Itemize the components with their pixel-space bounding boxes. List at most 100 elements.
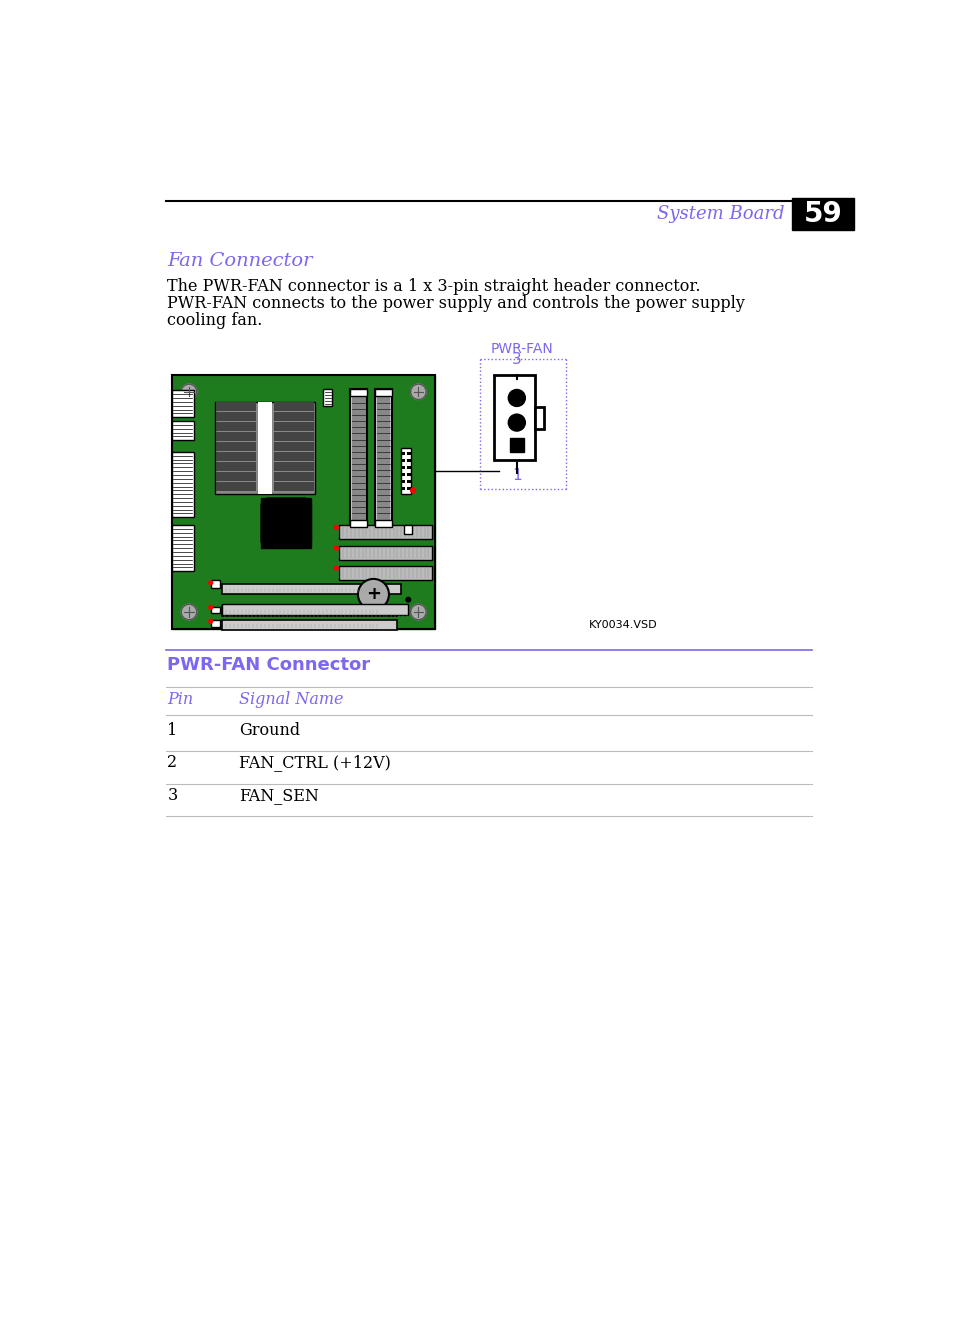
Bar (172, 452, 193, 517)
Bar (352, 391, 365, 524)
Text: System Board: System Board (656, 205, 783, 222)
Bar (274, 402, 314, 411)
Bar (214, 402, 315, 494)
Bar (274, 411, 314, 421)
Text: 2: 2 (167, 754, 177, 772)
Circle shape (410, 385, 426, 399)
Text: Signal Name: Signal Name (239, 690, 343, 708)
Text: 3: 3 (512, 352, 521, 367)
Text: KY0034.VSD: KY0034.VSD (588, 620, 657, 631)
Bar (222, 606, 396, 616)
Bar (375, 389, 392, 397)
Circle shape (209, 606, 213, 610)
Bar (406, 452, 410, 456)
Text: PWR-FAN Connector: PWR-FAN Connector (167, 655, 370, 674)
Bar (216, 411, 255, 421)
Bar (216, 442, 255, 452)
Bar (274, 442, 314, 452)
Bar (534, 407, 543, 429)
Bar (350, 389, 367, 528)
Bar (274, 482, 314, 492)
Bar (211, 607, 220, 612)
Bar (216, 431, 255, 441)
Bar (222, 583, 400, 595)
Text: 3: 3 (167, 787, 177, 804)
Bar (216, 472, 255, 481)
Text: Ground: Ground (239, 722, 300, 740)
Circle shape (181, 604, 196, 619)
Bar (261, 498, 311, 548)
Bar (274, 462, 314, 472)
Bar (494, 375, 534, 460)
Text: Pin: Pin (167, 690, 193, 708)
Text: cooling fan.: cooling fan. (167, 312, 262, 328)
Text: 1: 1 (167, 722, 177, 740)
Bar (172, 525, 193, 571)
Bar (338, 545, 431, 560)
Circle shape (181, 385, 196, 399)
Circle shape (334, 567, 337, 569)
Bar (350, 520, 367, 528)
Bar (509, 438, 523, 452)
Bar (376, 391, 390, 524)
Bar (216, 422, 255, 431)
Bar (222, 604, 408, 615)
Bar (338, 525, 431, 539)
Circle shape (209, 619, 213, 623)
Bar (406, 458, 410, 462)
Text: Fan Connector: Fan Connector (167, 252, 313, 269)
Circle shape (508, 414, 525, 431)
Bar (172, 390, 193, 417)
Bar (406, 480, 410, 482)
Text: PWR-FAN: PWR-FAN (491, 342, 553, 355)
Circle shape (334, 547, 337, 549)
Bar (216, 452, 255, 461)
Bar (375, 389, 392, 528)
Circle shape (406, 598, 410, 602)
Bar (406, 486, 410, 489)
Bar (791, 198, 853, 230)
Text: FAN_SEN: FAN_SEN (239, 787, 319, 804)
Bar (211, 580, 220, 588)
Bar (401, 480, 405, 482)
Circle shape (410, 488, 415, 493)
Bar (401, 486, 405, 489)
Polygon shape (261, 498, 311, 548)
Bar (216, 402, 255, 411)
Bar (338, 565, 431, 580)
Circle shape (357, 579, 389, 610)
Bar (274, 422, 314, 431)
Bar (350, 389, 367, 397)
Text: The PWR-FAN connector is a 1 x 3-pin straight header connector.: The PWR-FAN connector is a 1 x 3-pin str… (167, 277, 700, 295)
Circle shape (334, 525, 337, 529)
Text: PWR-FAN connects to the power supply and controls the power supply: PWR-FAN connects to the power supply and… (167, 295, 744, 312)
Bar (375, 520, 392, 528)
Bar (274, 452, 314, 461)
Text: 59: 59 (802, 200, 841, 228)
Bar (274, 431, 314, 441)
Bar (274, 472, 314, 481)
Bar (211, 620, 220, 627)
Circle shape (410, 604, 426, 619)
Text: +: + (366, 586, 380, 603)
Bar (172, 375, 435, 628)
Bar (172, 421, 193, 441)
Bar (172, 375, 435, 628)
Bar (406, 466, 410, 469)
Bar (216, 482, 255, 492)
Bar (222, 619, 396, 630)
Bar (401, 458, 405, 462)
Bar (323, 389, 332, 406)
Bar (404, 525, 412, 535)
Bar (401, 473, 405, 476)
Circle shape (209, 580, 213, 584)
Bar (406, 473, 410, 476)
Bar (401, 452, 405, 456)
Text: FAN_CTRL (+12V): FAN_CTRL (+12V) (239, 754, 391, 772)
Bar (400, 448, 411, 494)
Bar (216, 462, 255, 472)
Bar (401, 466, 405, 469)
Circle shape (508, 390, 525, 406)
Bar (257, 402, 272, 494)
Text: 1: 1 (512, 468, 521, 482)
